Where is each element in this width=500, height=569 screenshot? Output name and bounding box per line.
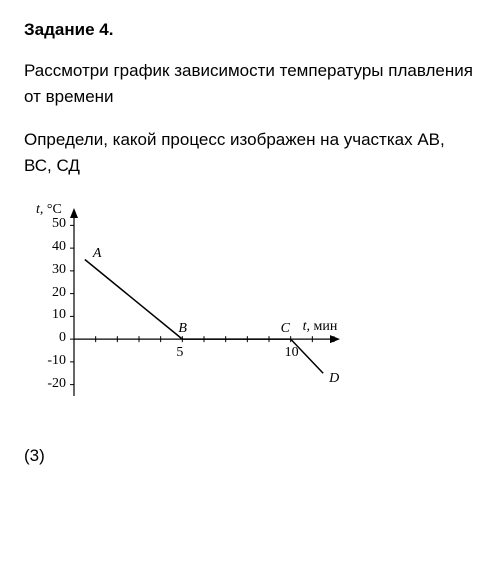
y-tick-label: 10	[52, 307, 66, 323]
task-title: Задание 4.	[24, 20, 476, 40]
point-label-d: D	[329, 371, 339, 387]
points-value: (3)	[24, 446, 476, 466]
x-tick-label: 5	[176, 345, 183, 361]
y-tick-label: 50	[52, 216, 66, 232]
y-tick-label: 40	[52, 239, 66, 255]
temperature-chart: -20 -10 0 10 20 30 40 50 5 10 A B C Dt, °C t, мин	[24, 196, 344, 416]
paragraph-2: Определи, какой процесс изображен на уча…	[24, 127, 476, 178]
point-label-a: A	[93, 246, 102, 262]
point-label-c: C	[281, 321, 290, 337]
x-tick-label: 10	[285, 345, 299, 361]
point-label-b: B	[178, 321, 187, 337]
y-tick-label: -20	[47, 376, 66, 392]
y-axis-label: t, °C	[36, 202, 62, 218]
paragraph-1: Рассмотри график зависимости температуры…	[24, 58, 476, 109]
y-tick-label: 0	[59, 330, 66, 346]
y-tick-label: -10	[47, 353, 66, 369]
x-axis-label: t, мин	[303, 319, 338, 335]
y-tick-label: 30	[52, 262, 66, 278]
y-tick-label: 20	[52, 285, 66, 301]
